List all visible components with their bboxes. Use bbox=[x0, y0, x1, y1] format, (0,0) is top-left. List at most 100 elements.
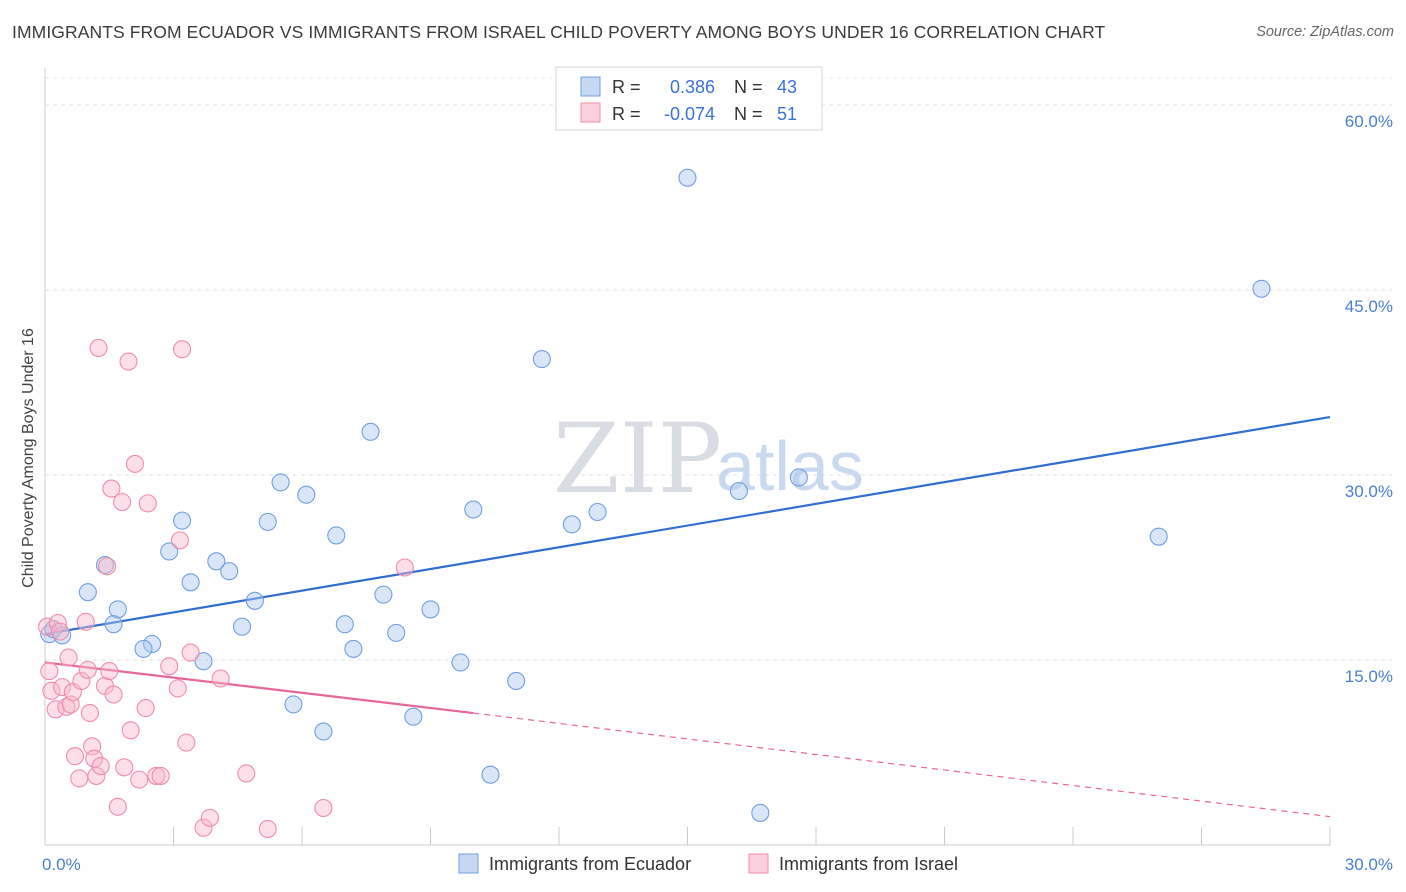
series-legend-swatch-israel bbox=[748, 853, 769, 874]
trend-lines bbox=[44, 415, 1331, 818]
y-tick-label: 30.0% bbox=[1345, 482, 1393, 501]
data-point bbox=[464, 500, 483, 519]
data-point bbox=[160, 542, 179, 561]
x-tick-labels: 0.0% 30.0% bbox=[42, 855, 1393, 874]
watermark: ZIP atlas bbox=[553, 403, 864, 515]
legend-r-value-israel: -0.074 bbox=[664, 104, 715, 124]
legend-n-label-2: N = bbox=[734, 104, 763, 124]
data-point bbox=[119, 352, 138, 371]
legend-n-value-ecuador: 43 bbox=[777, 77, 797, 97]
data-point bbox=[211, 669, 230, 688]
y-tick-label: 60.0% bbox=[1345, 112, 1393, 131]
data-point bbox=[1149, 527, 1168, 546]
data-point bbox=[271, 473, 290, 492]
data-point bbox=[562, 515, 581, 534]
data-point bbox=[125, 454, 144, 473]
data-point bbox=[207, 552, 226, 571]
data-point bbox=[258, 512, 277, 531]
correlation-legend: R = 0.386 N = 43 R = -0.074 N = 51 bbox=[555, 66, 823, 131]
data-point bbox=[53, 678, 72, 697]
data-point bbox=[98, 557, 117, 576]
axes bbox=[44, 68, 1331, 846]
data-point bbox=[232, 617, 252, 636]
data-point bbox=[102, 479, 121, 498]
data-point bbox=[78, 583, 97, 602]
data-point bbox=[104, 685, 123, 704]
data-point bbox=[729, 481, 748, 501]
y-axis-label: Child Poverty Among Boys Under 16 bbox=[20, 328, 37, 588]
data-point bbox=[89, 338, 108, 358]
chart-title: IMMIGRANTS FROM ECUADOR VS IMMIGRANTS FR… bbox=[12, 22, 1106, 42]
data-point bbox=[374, 585, 393, 604]
trend-line-extension-1 bbox=[473, 712, 1331, 818]
legend-n-label-1: N = bbox=[734, 77, 763, 97]
data-point bbox=[87, 766, 106, 785]
data-point bbox=[284, 695, 303, 714]
data-point bbox=[387, 623, 406, 642]
data-point bbox=[76, 612, 95, 631]
legend-r-label-2: R = bbox=[612, 104, 641, 124]
data-point bbox=[70, 769, 89, 788]
data-point bbox=[65, 747, 85, 766]
data-point bbox=[220, 562, 239, 581]
data-point bbox=[194, 652, 213, 671]
legend-r-label-1: R = bbox=[612, 77, 641, 97]
data-point bbox=[395, 558, 414, 577]
watermark-zip: ZIP bbox=[553, 403, 722, 515]
data-point bbox=[327, 526, 346, 545]
data-point bbox=[200, 808, 219, 827]
data-point bbox=[297, 485, 316, 504]
data-point bbox=[91, 757, 110, 776]
data-point bbox=[72, 671, 91, 691]
data-point bbox=[404, 707, 423, 726]
data-point bbox=[115, 758, 134, 777]
data-point bbox=[194, 818, 213, 837]
data-point bbox=[121, 721, 140, 740]
data-point bbox=[42, 681, 61, 700]
data-point bbox=[108, 797, 127, 816]
data-point bbox=[59, 648, 78, 667]
data-point bbox=[78, 660, 97, 679]
data-point bbox=[177, 733, 196, 752]
trend-line-0 bbox=[44, 415, 1331, 636]
data-point bbox=[181, 643, 200, 662]
data-point bbox=[344, 639, 363, 658]
data-point bbox=[314, 798, 333, 818]
data-point bbox=[136, 699, 155, 718]
data-point bbox=[170, 531, 189, 550]
data-point bbox=[507, 671, 526, 691]
data-point bbox=[138, 494, 157, 513]
data-point bbox=[532, 350, 551, 369]
data-point bbox=[173, 511, 192, 530]
data-point bbox=[258, 819, 277, 839]
data-point bbox=[104, 615, 123, 634]
data-point bbox=[173, 340, 192, 359]
data-point bbox=[181, 573, 200, 592]
data-point bbox=[100, 662, 119, 681]
data-point bbox=[143, 634, 162, 654]
data-point bbox=[134, 639, 153, 658]
legend-swatch-israel bbox=[580, 102, 601, 123]
data-point bbox=[421, 600, 440, 619]
data-point bbox=[335, 615, 354, 634]
data-points bbox=[38, 168, 1271, 839]
data-point bbox=[168, 679, 187, 698]
grid-lines bbox=[45, 77, 1392, 661]
x-tick-label-end: 30.0% bbox=[1345, 855, 1393, 874]
y-tick-label: 15.0% bbox=[1345, 667, 1393, 686]
data-point bbox=[751, 803, 770, 822]
data-point bbox=[50, 622, 70, 641]
y-tick-labels: 15.0% 30.0% 45.0% 60.0% bbox=[1345, 112, 1393, 686]
data-point bbox=[361, 422, 380, 441]
series-legend-label-israel: Immigrants from Israel bbox=[779, 854, 958, 874]
series-legend-swatch-ecuador bbox=[458, 853, 479, 874]
data-point bbox=[130, 770, 149, 789]
data-point bbox=[80, 703, 100, 723]
series-points-1 bbox=[38, 338, 414, 839]
legend-swatch-ecuador bbox=[580, 76, 601, 97]
data-point bbox=[245, 591, 264, 610]
data-point bbox=[789, 468, 808, 487]
source-credit: Source: ZipAtlas.com bbox=[1256, 24, 1394, 40]
data-point bbox=[108, 600, 127, 619]
